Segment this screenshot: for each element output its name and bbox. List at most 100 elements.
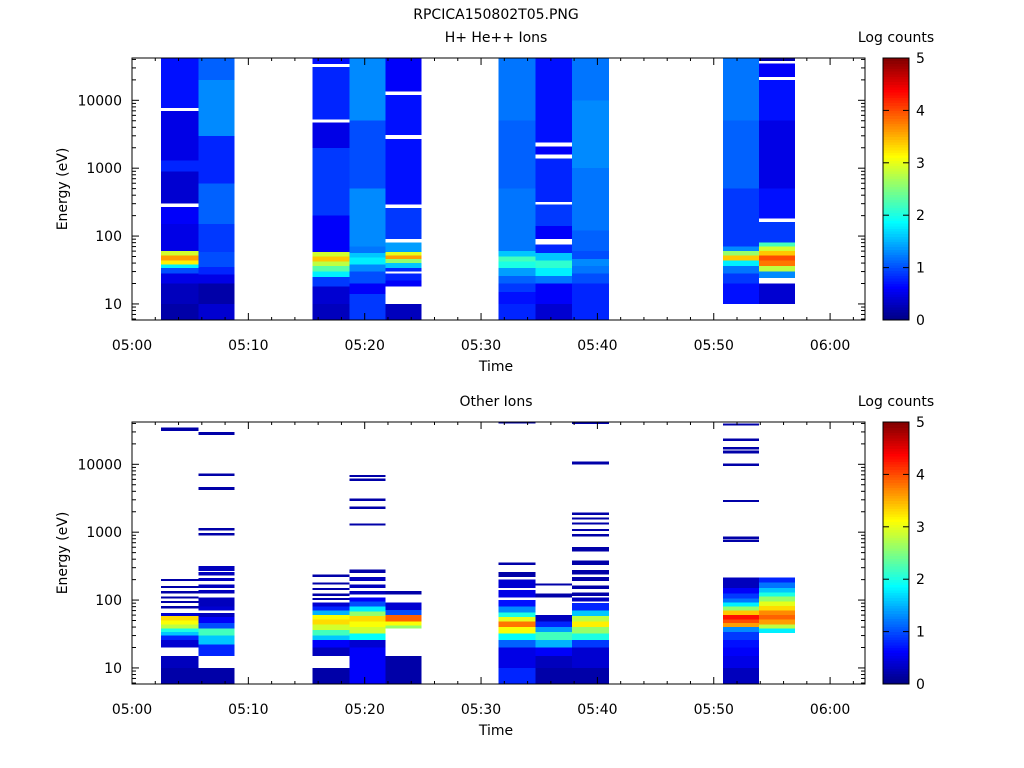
heatmap-cell: [759, 251, 796, 256]
panel-bottom-title: Other Ions: [459, 394, 532, 410]
colorbar-swatch: [883, 608, 909, 612]
colorbar-swatch: [883, 592, 909, 596]
heatmap-cell: [198, 473, 235, 477]
heatmap-cell: [498, 562, 536, 565]
colorbar-swatch: [883, 102, 909, 106]
colorbar-swatch: [883, 149, 909, 153]
heatmap-cell: [198, 431, 235, 436]
heatmap-cell: [161, 613, 199, 617]
colorbar-frame: [882, 421, 910, 685]
heatmap-cell: [349, 257, 386, 265]
colorbar-swatch: [883, 86, 909, 91]
heatmap-cell: [198, 79, 235, 136]
heatmap-cell: [723, 283, 760, 304]
colorbar-swatch: [883, 521, 909, 525]
heatmap-cell: [535, 303, 572, 320]
colorbar-swatch: [883, 581, 909, 586]
heatmap-cell: [312, 647, 350, 656]
colorbar-swatch: [883, 579, 909, 583]
heatmap-cell: [759, 255, 796, 261]
heatmap-cell: [161, 628, 199, 632]
heatmap-cell: [198, 635, 235, 645]
colorbar-swatch: [883, 270, 909, 274]
colorbar-swatch: [883, 246, 909, 250]
heatmap-cell: [349, 246, 386, 254]
heatmap-cell: [161, 160, 199, 172]
heatmap-cell: [198, 571, 235, 576]
colorbar-swatch: [883, 63, 909, 67]
colorbar-swatch: [883, 183, 909, 187]
colorbar-swatch: [883, 162, 909, 167]
heatmap-cell: [759, 619, 796, 625]
heatmap-cell: [349, 523, 386, 526]
heatmap-cell: [349, 569, 386, 574]
heatmap-cell: [349, 611, 386, 617]
colorbar-swatch: [883, 58, 909, 62]
heatmap-cell: [759, 605, 796, 611]
colorbar-swatch: [883, 107, 909, 111]
colorbar-swatch: [883, 450, 909, 455]
heatmap-cell: [498, 647, 536, 668]
heatmap-cell: [571, 230, 610, 252]
colorbar-swatch: [883, 657, 909, 662]
heatmap-cell: [198, 590, 235, 594]
colorbar-swatch: [883, 456, 909, 460]
heatmap-cell: [385, 280, 422, 287]
colorbar-swatch: [883, 136, 909, 140]
heatmap-cell: [535, 267, 572, 276]
colorbar-swatch: [883, 165, 909, 169]
heatmap-cell: [498, 606, 536, 613]
colorbar-swatch: [883, 649, 909, 654]
heatmap-cell: [498, 261, 536, 268]
heatmap-cell: [759, 592, 796, 597]
heatmap-cell: [723, 622, 760, 628]
heatmap-cell: [161, 620, 199, 625]
colorbar-swatch: [883, 660, 909, 664]
heatmap-cell: [571, 58, 610, 101]
colorbar-swatch: [883, 587, 909, 591]
colorbar-swatch: [883, 539, 909, 544]
colorbar-swatch: [883, 555, 909, 559]
panel-bottom-colorbar-label: Log counts: [858, 394, 934, 410]
colorbar-swatch: [883, 99, 909, 104]
heatmap-cell: [571, 534, 610, 537]
heatmap-cell: [759, 246, 796, 252]
heatmap-cell: [571, 168, 610, 231]
heatmap-cell: [723, 627, 760, 632]
colorbar-swatch: [883, 568, 909, 572]
heatmap-cell: [571, 100, 610, 169]
heatmap-cell: [385, 258, 422, 264]
colorbar-swatch: [883, 141, 909, 146]
colorbar-swatch: [883, 173, 909, 177]
colorbar-swatch: [883, 471, 909, 475]
colorbar-swatch: [883, 251, 909, 256]
heatmap-cell: [535, 253, 572, 261]
heatmap-cell: [385, 625, 422, 629]
heatmap-cell: [161, 291, 199, 304]
colorbar-tick-label: 3: [916, 156, 925, 172]
heatmap-cell: [498, 639, 536, 648]
heatmap-cell: [759, 58, 796, 61]
colorbar-swatch: [883, 663, 909, 667]
colorbar-tick-label: 2: [916, 572, 925, 588]
colorbar-swatch: [883, 278, 909, 282]
heatmap-cell: [723, 619, 760, 623]
colorbar-swatch: [883, 505, 909, 510]
colorbar-swatch: [883, 432, 909, 436]
heatmap-cell: [723, 246, 760, 252]
colorbar-swatch: [883, 262, 909, 266]
heatmap-cell: [385, 58, 422, 92]
colorbar-swatch: [883, 429, 909, 434]
heatmap-cell: [535, 226, 572, 240]
heatmap-cell: [723, 188, 760, 247]
x-tick-label: 05:40: [577, 702, 617, 718]
heatmap-cell: [198, 644, 235, 656]
heatmap-cell: [571, 627, 610, 634]
heatmap-cell: [759, 266, 796, 272]
colorbar-swatch: [883, 291, 909, 295]
colorbar-swatch: [883, 542, 909, 546]
heatmap-cell: [198, 597, 235, 607]
panel-top-heatmap-cells: [161, 58, 796, 320]
heatmap-cell: [723, 273, 760, 284]
heatmap-cell: [535, 615, 572, 622]
